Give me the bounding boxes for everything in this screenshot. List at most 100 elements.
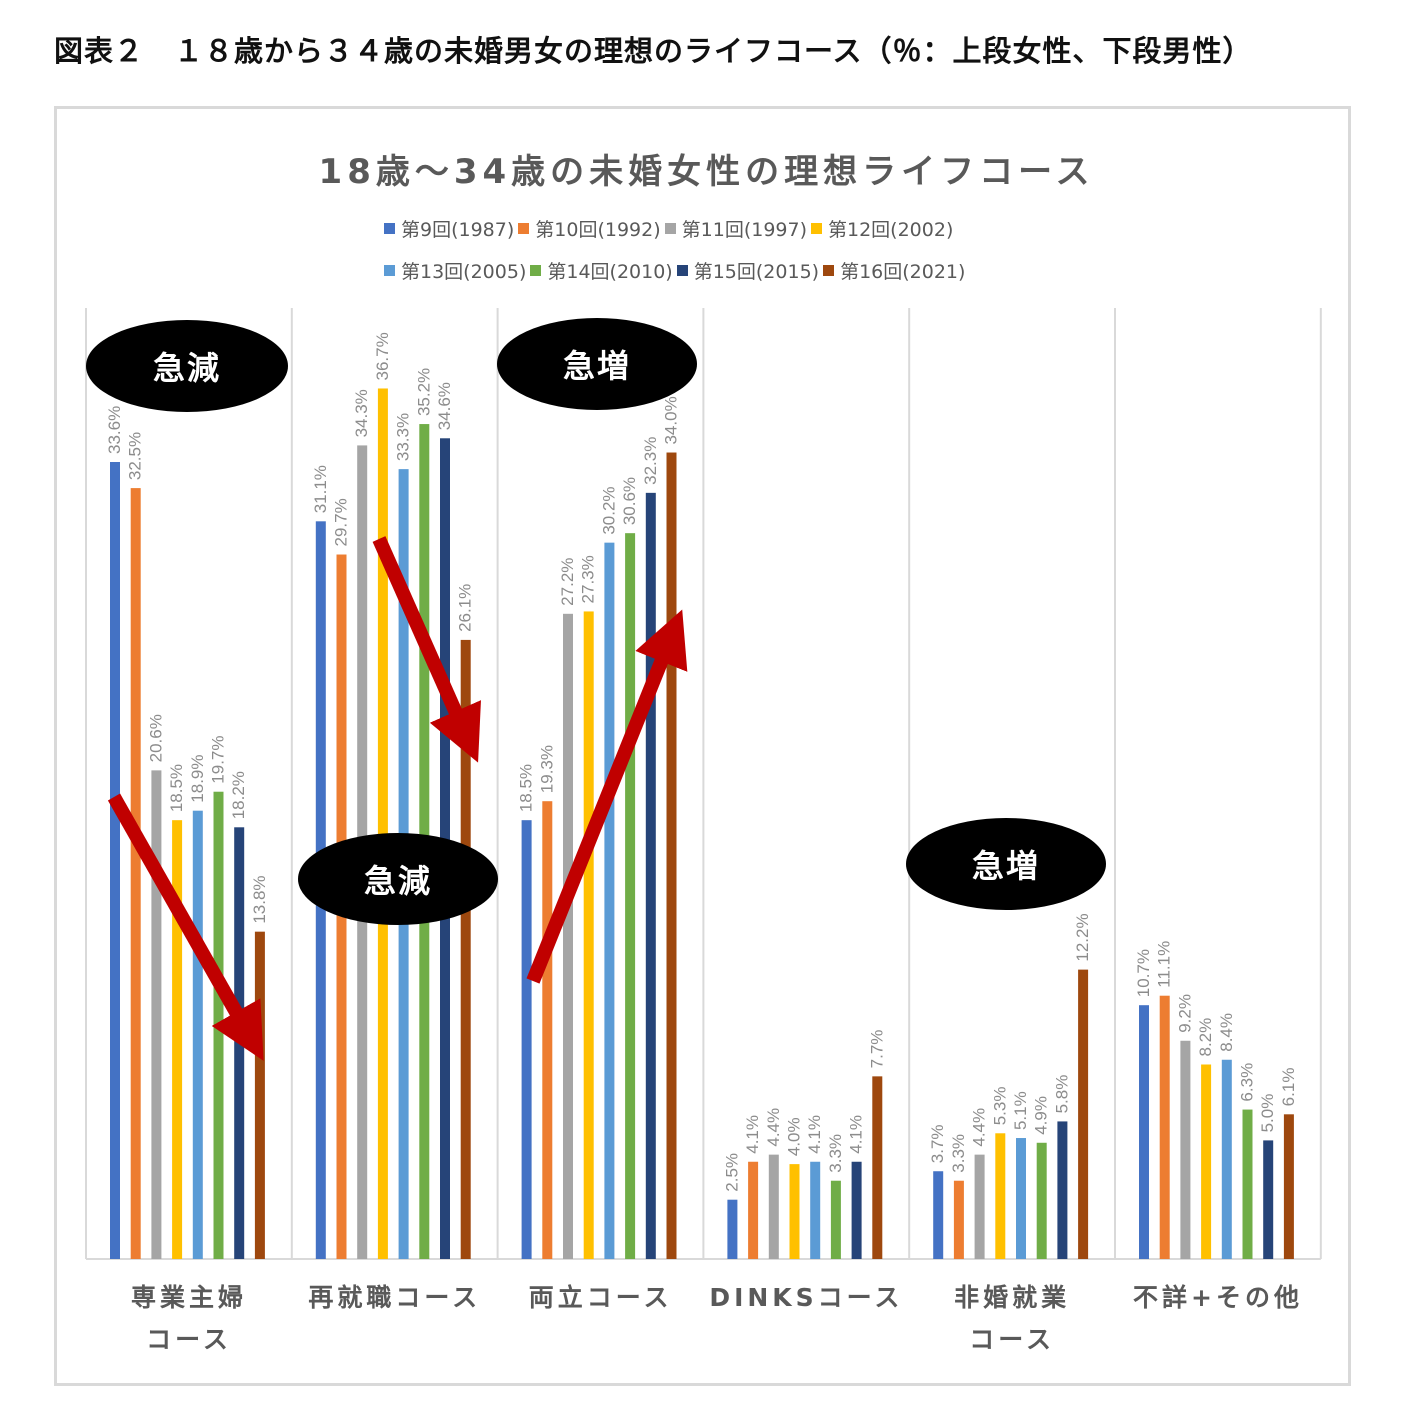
bar-data-label: 27.3% bbox=[579, 555, 598, 603]
category-label: 非婚就業 コース bbox=[909, 1277, 1115, 1361]
bar bbox=[768, 1154, 779, 1259]
category-label: 再就職コース bbox=[292, 1277, 498, 1319]
bar bbox=[1201, 1064, 1212, 1259]
legend-item: 第10回(1992) bbox=[518, 215, 661, 242]
legend-row-1: 第9回(1987) 第10回(1992) 第11回(1997) 第12回(2002) bbox=[384, 215, 957, 242]
legend-item: 第15回(2015) bbox=[676, 257, 820, 284]
bar bbox=[151, 770, 162, 1259]
bar-data-label: 8.2% bbox=[1196, 1018, 1215, 1057]
bar bbox=[604, 542, 615, 1259]
bar bbox=[1180, 1040, 1191, 1259]
bar bbox=[810, 1161, 821, 1259]
bar-data-label: 19.3% bbox=[537, 745, 556, 793]
legend-label: 第12回(2002) bbox=[828, 219, 954, 241]
category-label-line: 両立コース bbox=[528, 1283, 673, 1312]
category-label-line: 専業主婦 bbox=[130, 1283, 247, 1312]
category-label: 専業主婦 コース bbox=[86, 1277, 292, 1361]
bar-data-label: 32.3% bbox=[641, 437, 660, 485]
bar bbox=[234, 827, 245, 1259]
legend-label: 第15回(2015) bbox=[693, 261, 820, 283]
legend-swatch-icon bbox=[676, 265, 688, 276]
legend-swatch-icon bbox=[518, 223, 530, 234]
bar-data-label: 4.1% bbox=[805, 1115, 824, 1154]
bar-data-label: 34.6% bbox=[435, 382, 454, 430]
legend-label: 第14回(2010) bbox=[547, 261, 673, 283]
category-label-line: コース bbox=[146, 1325, 232, 1354]
trend-arrow-icon bbox=[107, 793, 264, 1061]
bar bbox=[542, 801, 553, 1259]
bar-data-label: 35.2% bbox=[414, 368, 433, 416]
bar-data-label: 3.3% bbox=[949, 1134, 968, 1173]
bar-data-label: 3.3% bbox=[826, 1134, 845, 1173]
callout-ellipse: 急減 bbox=[86, 320, 288, 412]
bar-data-label: 4.1% bbox=[743, 1115, 762, 1154]
legend-label: 第10回(1992) bbox=[535, 219, 661, 241]
bar bbox=[645, 492, 656, 1259]
figure-title: 図表２ １８歳から３４歳の未婚男女の理想のライフコース（％：上段女性、下段男性） bbox=[54, 34, 1253, 68]
legend-label: 第16回(2021) bbox=[840, 261, 966, 283]
bar bbox=[625, 533, 636, 1259]
legend-row-2: 第13回(2005) 第14回(2010) 第15回(2015) 第16回(2021) bbox=[384, 257, 969, 284]
legend-item: 第14回(2010) bbox=[530, 257, 673, 284]
bar-data-label: 10.7% bbox=[1134, 949, 1153, 997]
bar bbox=[1263, 1140, 1274, 1259]
bar-data-label: 4.0% bbox=[785, 1117, 804, 1156]
bar-data-label: 4.9% bbox=[1032, 1096, 1051, 1135]
bar-data-label: 19.7% bbox=[209, 736, 228, 784]
bar-data-label: 29.7% bbox=[332, 498, 351, 546]
bar-data-label: 9.2% bbox=[1175, 994, 1194, 1033]
bar-data-label: 31.1% bbox=[311, 465, 330, 513]
bar-data-label: 18.5% bbox=[167, 764, 186, 812]
bar-data-label: 18.9% bbox=[188, 754, 207, 802]
bar bbox=[953, 1180, 964, 1259]
category-label-line: コース bbox=[969, 1325, 1056, 1354]
bar bbox=[521, 820, 532, 1259]
chart-frame bbox=[54, 106, 1351, 1386]
legend-swatch-icon bbox=[530, 265, 542, 276]
legend-swatch-icon bbox=[811, 223, 822, 234]
bar bbox=[254, 931, 265, 1259]
bar-data-label: 2.5% bbox=[722, 1153, 741, 1192]
legend-swatch-icon bbox=[664, 223, 676, 234]
bar bbox=[460, 639, 471, 1259]
bar bbox=[130, 488, 141, 1260]
legend-item: 第13回(2005) bbox=[384, 257, 526, 284]
bar bbox=[172, 820, 183, 1259]
bar bbox=[563, 613, 573, 1259]
legend-item: 第12回(2002) bbox=[811, 215, 953, 242]
callout-ellipse: 急増 bbox=[906, 818, 1106, 910]
bar-data-label: 30.6% bbox=[620, 477, 639, 525]
chart-title: 18歳～34歳の未婚女性の理想ライフコース bbox=[318, 152, 1095, 192]
bar-data-label: 12.2% bbox=[1073, 913, 1092, 961]
legend-label: 第13回(2005) bbox=[401, 261, 527, 283]
bar bbox=[789, 1164, 800, 1259]
bar-data-label: 18.2% bbox=[229, 771, 248, 819]
bar bbox=[1242, 1109, 1253, 1259]
bar-data-label: 33.6% bbox=[105, 406, 124, 454]
bar-data-label: 34.3% bbox=[352, 389, 371, 437]
legend-label: 第9回(1987) bbox=[401, 219, 515, 241]
callout-ellipse: 急増 bbox=[497, 318, 697, 410]
category-label: 不詳+その他 bbox=[1115, 1277, 1321, 1319]
bar bbox=[830, 1180, 841, 1259]
bar-data-label: 5.0% bbox=[1258, 1094, 1277, 1133]
bar bbox=[1016, 1138, 1026, 1259]
bar bbox=[995, 1133, 1006, 1259]
bar-data-label: 18.5% bbox=[517, 764, 536, 812]
bar-data-label: 30.2% bbox=[599, 486, 618, 534]
bar bbox=[583, 611, 594, 1259]
bar bbox=[1221, 1059, 1232, 1259]
legend-item: 第9回(1987) bbox=[384, 215, 514, 242]
bar-data-label: 5.8% bbox=[1052, 1075, 1071, 1114]
callout-ellipse: 急減 bbox=[298, 833, 498, 925]
bar-data-label: 34.0% bbox=[662, 396, 681, 444]
bar-data-label: 11.1% bbox=[1155, 941, 1174, 988]
bar bbox=[377, 388, 388, 1259]
bar bbox=[727, 1199, 738, 1259]
bar bbox=[1139, 1005, 1149, 1259]
legend-item: 第11回(1997) bbox=[664, 215, 807, 242]
bar bbox=[1283, 1114, 1294, 1259]
bar-data-label: 3.7% bbox=[928, 1124, 947, 1163]
bar-data-label: 4.4% bbox=[970, 1108, 989, 1147]
